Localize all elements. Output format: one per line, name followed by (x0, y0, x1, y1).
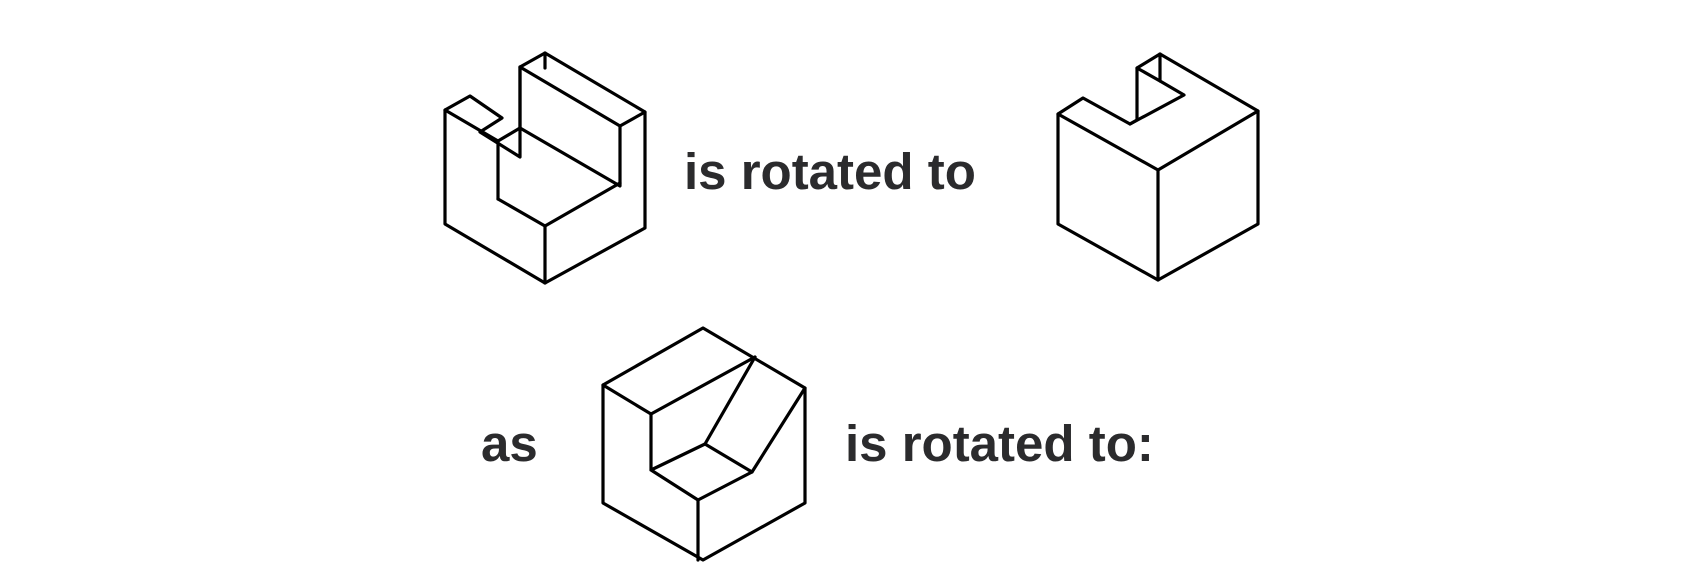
figure-c-notched-block (590, 315, 820, 575)
relation-text-row1: is rotated to (684, 146, 976, 197)
figure-a-u-block (430, 40, 670, 300)
figure-b-rotated-block (1050, 40, 1280, 290)
analogy-prefix-text: as (481, 418, 538, 469)
relation-text-row2: is rotated to: (845, 418, 1154, 469)
